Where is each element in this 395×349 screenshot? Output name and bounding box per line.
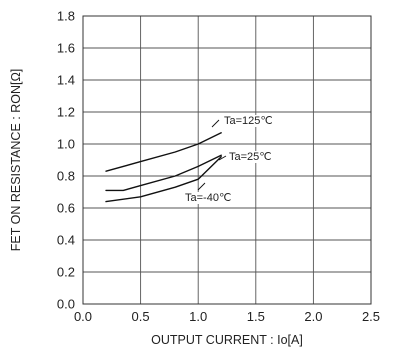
x-tick-label: 1.5 xyxy=(247,309,265,324)
series-label-background xyxy=(184,192,233,204)
series-annotations: Ta=125℃ Ta=25℃ Ta=-40℃ xyxy=(184,115,274,204)
plot-frame xyxy=(82,15,372,305)
series-label-background xyxy=(228,151,273,163)
y-tick-label: 0.8 xyxy=(57,169,75,184)
series-label-background xyxy=(223,115,274,127)
x-axis-label: OUTPUT CURRENT : Io[A] xyxy=(151,333,303,347)
y-tick-label: 0.2 xyxy=(57,265,75,280)
x-tick-label: 1.0 xyxy=(189,309,207,324)
series-line-1 xyxy=(105,154,222,192)
y-tick-label: 0.6 xyxy=(57,201,75,216)
y-tick-label: 1.8 xyxy=(57,9,75,24)
series-line-2 xyxy=(105,156,222,203)
x-tick-label: 0.0 xyxy=(74,309,92,324)
grid xyxy=(82,15,372,305)
x-tick-label: 2.5 xyxy=(362,309,380,324)
series-label: Ta=-40℃ xyxy=(185,192,231,204)
y-tick-labels: 0.0 0.2 0.4 0.6 0.8 1.0 1.2 1.4 1.6 1.8 xyxy=(57,9,75,312)
y-tick-label: 1.2 xyxy=(57,105,75,120)
series-label: Ta=25℃ xyxy=(229,151,272,163)
x-tick-label: 2.0 xyxy=(304,309,322,324)
y-tick-label: 1.0 xyxy=(57,137,75,152)
series-leader-line xyxy=(211,119,220,128)
y-tick-label: 1.4 xyxy=(57,73,75,88)
series-leader-line xyxy=(218,155,227,161)
series-label: Ta=125℃ xyxy=(224,115,273,127)
x-tick-label: 0.5 xyxy=(132,309,150,324)
y-tick-label: 1.6 xyxy=(57,41,75,56)
series-leader-line xyxy=(197,182,206,191)
series-lines xyxy=(105,132,222,203)
y-tick-label: 0.0 xyxy=(57,297,75,312)
series-line-0 xyxy=(105,132,222,172)
y-tick-label: 0.4 xyxy=(57,233,75,248)
x-tick-labels: 0.0 0.5 1.0 1.5 2.0 2.5 xyxy=(74,309,380,324)
y-axis-label: FET ON RESISTANCE : RON[Ω] xyxy=(9,69,23,252)
